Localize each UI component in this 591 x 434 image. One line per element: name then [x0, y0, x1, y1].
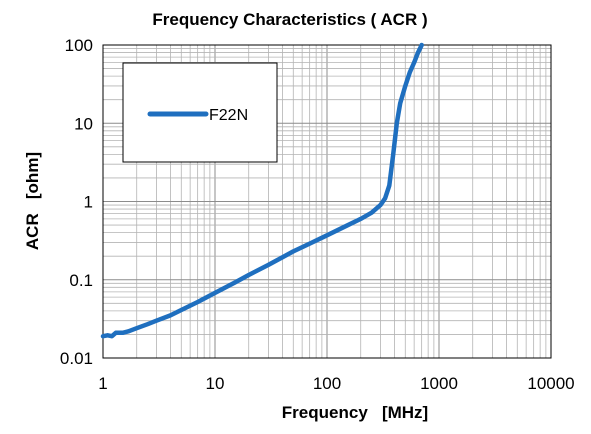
x-tick-label: 1 [98, 374, 107, 393]
x-tick-labels: 1 10 100 1000 10000 [98, 374, 574, 393]
plot-area-frame [102, 44, 552, 359]
legend: F22N [122, 62, 278, 163]
x-tick-label: 10 [206, 374, 225, 393]
x-tick-label: 1000 [420, 374, 458, 393]
x-tick-label: 100 [313, 374, 341, 393]
y-tick-label: 0.1 [69, 271, 93, 290]
x-axis-label: Frequency [MHz] [282, 403, 428, 422]
series-layer [100, 42, 424, 339]
y-axis-label: ACR [ohm] [23, 152, 42, 250]
y-tick-labels: 100 10 1 0.1 0.01 [60, 36, 93, 368]
chart-title: Frequency Characteristics ( ACR ) [152, 10, 427, 29]
series-line-f22n [100, 42, 424, 339]
x-tick-label: 10000 [527, 374, 574, 393]
y-tick-label: 0.01 [60, 349, 93, 368]
y-tick-label: 10 [74, 114, 93, 133]
legend-label-f22n: F22N [209, 107, 248, 124]
y-tick-label: 1 [84, 193, 93, 212]
y-tick-label: 100 [65, 36, 93, 55]
